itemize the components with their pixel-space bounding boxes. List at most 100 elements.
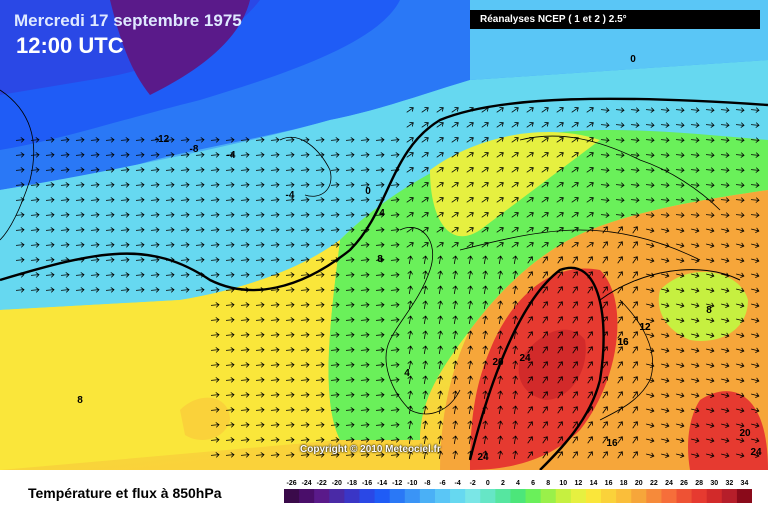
wind-arrow [255, 242, 265, 248]
legend-swatch [721, 489, 738, 503]
wind-arrow [482, 285, 488, 295]
wind-arrow [511, 136, 519, 143]
wind-arrow [180, 257, 190, 263]
wind-arrow [750, 212, 760, 218]
wind-arrow [632, 226, 639, 234]
wind-arrow [240, 242, 250, 248]
wind-arrow [690, 167, 700, 173]
legend-tick-label: 18 [620, 480, 628, 487]
wind-arrow [481, 151, 489, 158]
wind-arrow [436, 181, 444, 188]
wind-arrow [646, 422, 655, 429]
wind-arrow [632, 286, 639, 294]
wind-arrow [210, 152, 220, 158]
isotherm-label: 4 [379, 208, 385, 219]
wind-arrow [466, 226, 474, 233]
wind-arrow [736, 347, 745, 354]
wind-arrow [390, 302, 400, 308]
wind-arrow [587, 406, 594, 414]
wind-arrow [180, 137, 190, 143]
wind-arrow [676, 392, 685, 399]
wind-arrow [345, 257, 355, 263]
wind-arrow [706, 257, 715, 264]
wind-arrow [225, 137, 235, 143]
wind-arrow [300, 362, 310, 368]
wind-arrow [150, 137, 160, 143]
wind-arrow [497, 345, 503, 355]
wind-arrow [630, 122, 640, 128]
wind-arrow [375, 437, 385, 443]
wind-arrow [330, 377, 340, 383]
wind-arrow [300, 317, 310, 323]
wind-arrow [406, 196, 414, 203]
wind-arrow [556, 106, 564, 113]
wind-arrow [225, 272, 235, 278]
wind-arrow [105, 152, 115, 158]
wind-arrow [646, 407, 655, 414]
wind-arrow [557, 271, 564, 279]
wind-arrow [691, 437, 700, 444]
wind-arrow [706, 287, 715, 294]
legend-swatch [344, 489, 360, 503]
legend-tick-label: -10 [407, 480, 417, 487]
wind-arrow [255, 377, 265, 383]
wind-arrow [676, 302, 685, 309]
wind-arrow [617, 361, 624, 369]
wind-arrow [360, 362, 370, 368]
wind-arrow [240, 392, 250, 398]
wind-arrow [706, 362, 715, 369]
wind-arrow [496, 166, 504, 173]
wind-arrow [422, 390, 428, 400]
wind-arrow [180, 242, 190, 248]
wind-arrow [676, 422, 685, 429]
legend-tick-label: -12 [392, 480, 402, 487]
warm-pocket-north [430, 131, 600, 237]
hottest-core-region [518, 329, 586, 400]
wind-arrow [75, 152, 85, 158]
legend-swatch [450, 489, 466, 503]
wind-arrow [736, 362, 745, 369]
wind-arrow [676, 362, 685, 369]
wind-arrow [421, 106, 429, 113]
wind-arrow [15, 287, 25, 293]
wind-arrow [482, 345, 488, 355]
wind-arrow [646, 347, 655, 354]
wind-arrow [645, 167, 655, 173]
wind-arrow [452, 375, 458, 385]
wind-arrow [512, 315, 518, 325]
legend-tick-label: 10 [559, 480, 567, 487]
wind-arrow [390, 437, 400, 443]
wind-arrow [735, 197, 745, 203]
wind-arrow [556, 226, 564, 233]
wind-arrow [135, 137, 145, 143]
wind-arrow [751, 377, 760, 384]
wind-arrow [225, 317, 235, 323]
wind-arrow [496, 241, 504, 248]
wind-arrow [557, 451, 564, 459]
wind-arrow [617, 271, 624, 279]
wind-arrow [421, 166, 429, 173]
wind-arrow [437, 435, 443, 445]
wind-arrow [586, 241, 594, 248]
wind-arrow [210, 227, 220, 233]
legend-swatch [389, 489, 406, 503]
isotherm-label: 12 [639, 322, 651, 333]
wind-arrow [451, 241, 459, 248]
wind-arrow [390, 197, 400, 203]
wind-arrow [720, 167, 730, 173]
wind-arrow [300, 332, 310, 338]
wind-arrow [587, 271, 594, 279]
wind-arrow [452, 390, 458, 400]
wind-arrow [422, 285, 428, 295]
wind-arrow [30, 287, 40, 293]
wind-arrow [225, 257, 235, 263]
wind-arrow [407, 420, 413, 430]
wind-arrow [300, 287, 310, 293]
wind-arrow [691, 227, 700, 234]
wind-arrow [30, 152, 40, 158]
wind-arrow [330, 242, 340, 248]
wind-arrow [467, 375, 473, 385]
wind-arrow [452, 270, 458, 280]
wind-arrow [632, 331, 639, 339]
wind-arrow [390, 452, 400, 458]
